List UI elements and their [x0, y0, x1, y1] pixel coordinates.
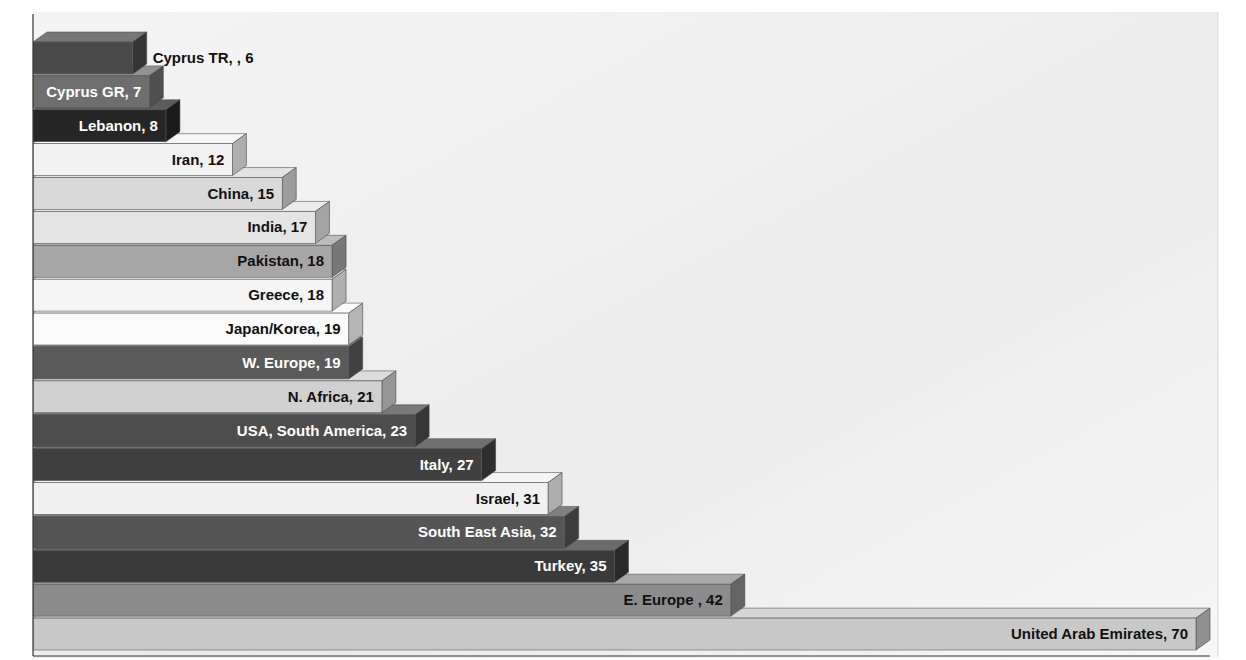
data-label: Pakistan, 18 — [237, 252, 324, 269]
bar — [33, 550, 615, 582]
axis-line — [32, 14, 33, 656]
bar-side-face — [332, 235, 346, 277]
data-label: N. Africa, 21 — [288, 388, 374, 405]
plot-background — [33, 12, 1218, 658]
data-label: USA, South America, 23 — [237, 422, 407, 439]
background — [0, 0, 1246, 660]
bar — [33, 178, 282, 210]
bar-side-face — [565, 506, 579, 548]
data-label: China, 15 — [208, 185, 275, 202]
bar-side-face — [548, 473, 562, 515]
axis-line — [33, 656, 1210, 657]
data-label: W. Europe, 19 — [242, 354, 340, 371]
bar-side-face — [731, 574, 745, 616]
bar — [33, 381, 382, 413]
data-label: Iran, 12 — [172, 151, 225, 168]
data-labels: Cyprus TR, , 6 Cyprus GR, 7 Lebanon, 8 Iran… — [46, 49, 1188, 642]
bar — [33, 245, 332, 277]
bar — [33, 516, 565, 548]
bar-side-face — [149, 66, 163, 108]
data-label: Lebanon, 8 — [79, 117, 158, 134]
bar — [33, 279, 332, 311]
data-label: Japan/Korea, 19 — [226, 320, 341, 337]
bar-side-face — [282, 168, 296, 210]
bars — [33, 32, 1210, 650]
bar — [33, 483, 548, 515]
bar-side-face — [315, 201, 329, 243]
bar-side-face — [232, 134, 246, 176]
data-label: Italy, 27 — [420, 456, 474, 473]
bar — [33, 618, 1196, 650]
data-label: Greece, 18 — [248, 286, 324, 303]
data-label: Turkey, 35 — [535, 557, 607, 574]
bar — [33, 211, 315, 243]
bar — [33, 449, 482, 481]
bar-side-face — [382, 371, 396, 413]
bar — [33, 415, 415, 447]
bar — [33, 144, 232, 176]
bar-side-face — [349, 303, 363, 345]
bar-side-face — [166, 100, 180, 142]
bar-side-face — [482, 439, 496, 481]
chart: Cyprus TR, , 6 Cyprus GR, 7 Lebanon, 8 Iran… — [0, 0, 1246, 660]
bar-side-face — [615, 540, 629, 582]
bar — [33, 313, 349, 345]
plot-frame — [1218, 12, 1219, 656]
data-label: E. Europe , 42 — [624, 591, 723, 608]
data-label: South East Asia, 32 — [418, 523, 557, 540]
bar — [33, 110, 166, 142]
bar-side-face — [1196, 608, 1210, 650]
data-label: United Arab Emirates, 70 — [1011, 625, 1188, 642]
data-label: Cyprus GR, 7 — [46, 83, 141, 100]
data-label: India, 17 — [247, 218, 307, 235]
bar — [33, 42, 133, 74]
bar-side-face — [415, 405, 429, 447]
data-label: Israel, 31 — [476, 490, 540, 507]
bar — [33, 584, 731, 616]
bar-group — [33, 32, 147, 74]
bar-top-face — [33, 32, 147, 42]
bar — [33, 347, 349, 379]
bar — [33, 76, 149, 108]
data-label: Cyprus TR, , 6 — [153, 49, 254, 66]
bar-side-face — [133, 32, 147, 74]
